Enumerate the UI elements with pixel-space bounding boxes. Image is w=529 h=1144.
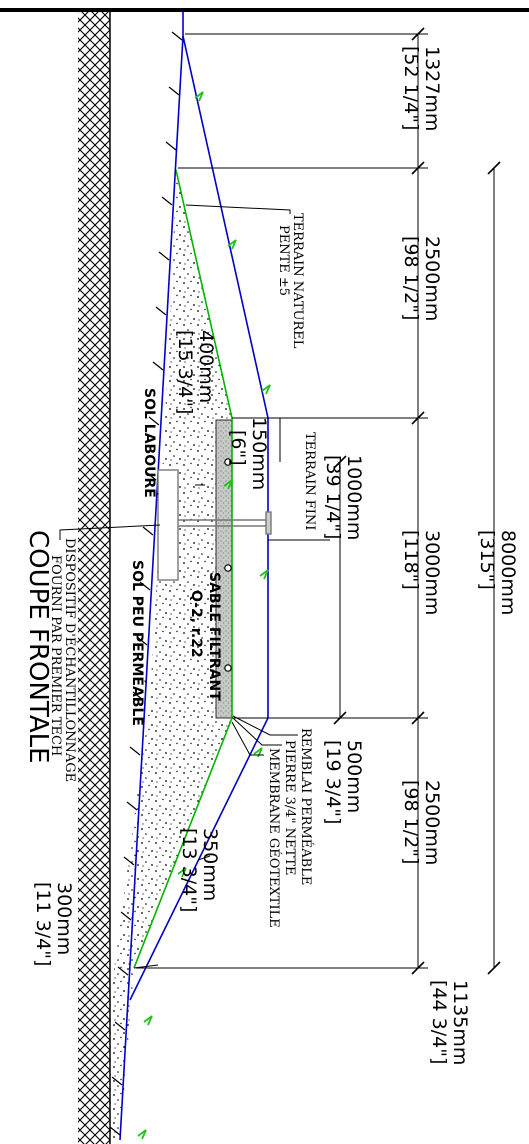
dim-300-mm: 300mm <box>53 882 75 955</box>
dim-8000-mm: 8000mm <box>497 530 519 615</box>
dim-300-in: [11 3/4"] <box>32 882 54 966</box>
dim-350-mm: 350mm <box>199 828 221 901</box>
soil-hatch <box>78 12 110 1144</box>
label-terrain-fini: TERRAIN FINI <box>302 432 317 530</box>
dim-500-mm: 500mm <box>343 740 365 813</box>
slope-arrows <box>137 91 271 1140</box>
label-membrane: MEMBRANE GÉOTEXTILE <box>266 748 282 928</box>
terrain-naturel-line <box>119 35 184 1141</box>
dim-1135-mm: 1135mm <box>449 980 471 1065</box>
ground-ticks <box>109 31 183 1136</box>
dim-1327-in: [52 1/4"] <box>400 46 422 130</box>
sampling-device <box>157 469 272 581</box>
dim-2500b-mm: 2500mm <box>421 780 443 865</box>
dimension-lines <box>279 34 495 968</box>
label-terrain-naturel: TERRAIN NATUREL <box>290 213 305 349</box>
pipes <box>224 458 232 672</box>
label-dispositif-2: FOURNI PAR PREMIER TECH <box>48 555 63 756</box>
label-sol-peu-permeable: SOL PEU PERMÉABLE <box>129 560 146 726</box>
dim-1327-mm: 1327mm <box>421 46 443 131</box>
dim-3000-in: [118"] <box>400 530 422 590</box>
dim-400-mm: 400mm <box>195 330 217 403</box>
dimension-ticks <box>333 27 501 975</box>
label-pierre: PIERRE 3/4" NETTE <box>282 740 297 876</box>
membrane-outline <box>133 169 233 969</box>
dim-1135-in: [44 3/4"] <box>428 980 450 1064</box>
dim-1000-in: [39 1/4"] <box>322 455 344 539</box>
dim-1000-mm: 1000mm <box>343 455 365 540</box>
title-coupe-frontale: COUPE FRONTALE <box>23 530 53 764</box>
dim-2500a-mm: 2500mm <box>421 236 443 321</box>
dim-150-in: [6"] <box>227 430 249 466</box>
dim-150-mm: 150mm <box>248 417 270 490</box>
extension-lines <box>136 33 428 969</box>
dim-3000-mm: 3000mm <box>421 530 443 615</box>
label-remblai: REMBLAI PERMÉABLE <box>298 728 314 885</box>
dim-2500b-in: [98 1/2"] <box>400 780 422 864</box>
dim-350-in: [13 3/4"] <box>178 828 200 912</box>
label-sable-q2: Q-2, r.22 <box>188 590 204 658</box>
sable-filtrant-fill <box>110 170 232 1140</box>
dim-8000-in: [315"] <box>476 530 498 590</box>
label-dispositif-1: DISPOSITIF D'ÉCHANTILLONNAGE <box>62 538 78 782</box>
dim-2500a-in: [98 1/2"] <box>400 236 422 320</box>
label-sol-laboure: SOL LABOURÉ <box>141 388 158 498</box>
leader-lines <box>59 204 330 969</box>
label-sable-filtrant: SABLE FILTRANT <box>206 572 222 701</box>
dim-400-in: [15 3/4"] <box>174 330 196 414</box>
label-pente: PENTE ±5 <box>276 225 291 296</box>
dim-500-in: [19 3/4"] <box>322 740 344 824</box>
